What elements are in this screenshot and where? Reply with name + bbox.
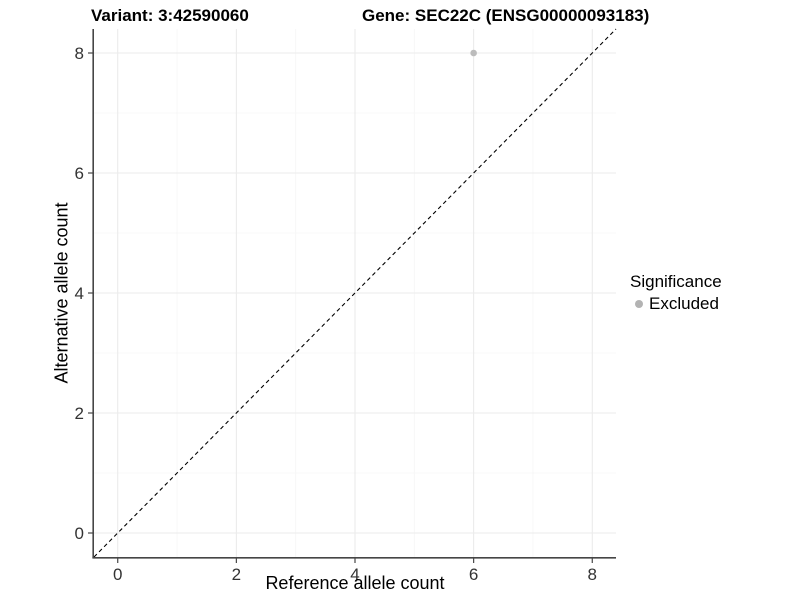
plot-title-gene: Gene: SEC22C (ENSG00000093183) [362,6,650,25]
x-tick-label: 4 [350,565,359,584]
y-tick-label: 8 [75,44,84,63]
legend-point-icon [635,299,643,308]
x-tick-label: 8 [588,565,597,584]
plot-title-variant: Variant: 3:42590060 [91,6,249,25]
y-tick-label: 4 [75,284,84,303]
y-tick-label: 6 [75,164,84,183]
y-tick-label: 0 [75,524,84,543]
x-tick-label: 0 [113,565,122,584]
legend: Significance Excluded [630,271,722,313]
data-point [470,49,477,57]
x-tick-label: 6 [469,565,478,584]
y-axis-label: Alternative allele count [51,202,72,384]
x-tick-label: 2 [232,565,241,584]
identity-line [93,28,617,558]
y-tick-label: 2 [75,404,84,423]
legend-title: Significance [630,272,722,291]
legend-item-label: Excluded [649,294,719,313]
legend-item-excluded: Excluded [630,294,722,313]
x-axis-label: Reference allele count [265,573,445,593]
